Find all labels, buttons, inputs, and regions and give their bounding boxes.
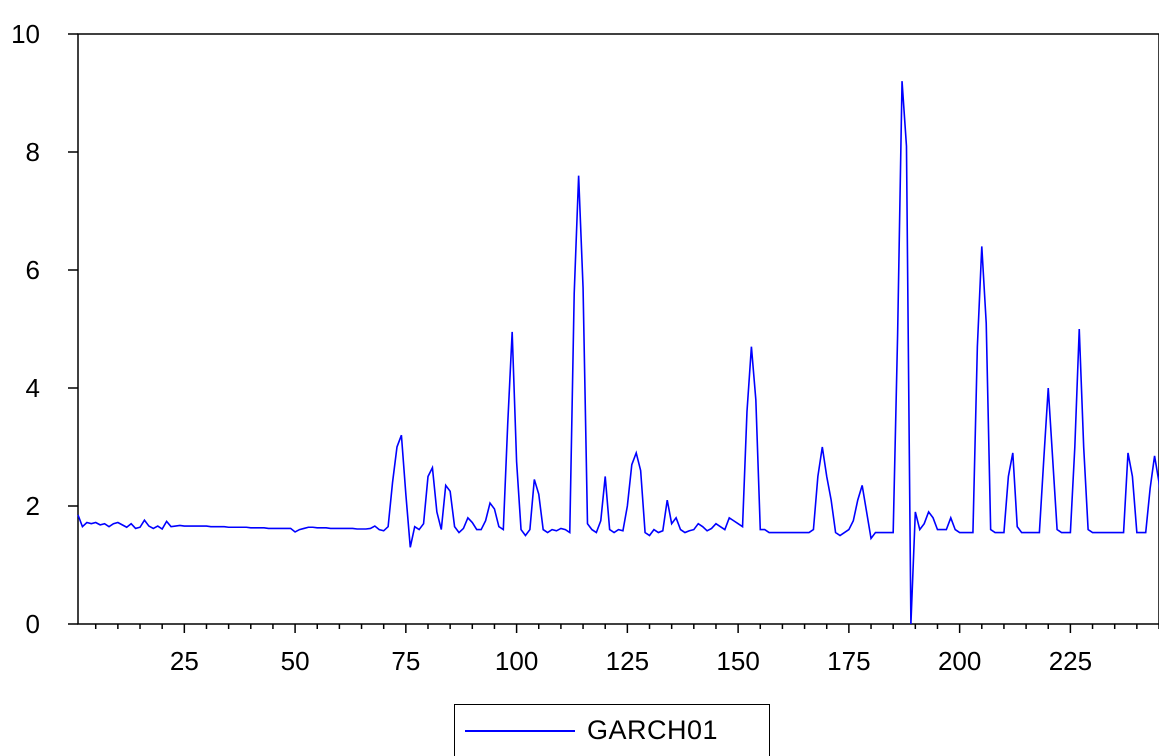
x-tick-label-225: 225 bbox=[1049, 646, 1092, 676]
series-layer bbox=[77, 81, 1159, 625]
legend: GARCH01 bbox=[454, 704, 770, 756]
series-line-garch01 bbox=[77, 81, 1159, 625]
y-tick-label-6: 6 bbox=[26, 255, 40, 285]
x-tick-label-150: 150 bbox=[716, 646, 759, 676]
x-tick-label-200: 200 bbox=[938, 646, 981, 676]
x-tick-label-25: 25 bbox=[170, 646, 199, 676]
x-axis-ticks: 25 50 75 100 125 150 175 200 225 bbox=[94, 624, 1159, 676]
x-tick-label-50: 50 bbox=[281, 646, 310, 676]
chart-plot: 0 2 4 6 8 10 25 50 75 100 125 150 175 200 225 bbox=[11, 19, 1159, 676]
y-tick-label-8: 8 bbox=[26, 137, 40, 167]
axes bbox=[77, 33, 1159, 625]
x-tick-label-125: 125 bbox=[606, 646, 649, 676]
y-tick-label-10: 10 bbox=[11, 19, 40, 49]
y-tick-label-4: 4 bbox=[26, 373, 40, 403]
y-tick-label-0: 0 bbox=[26, 609, 40, 639]
legend-swatch-garch01 bbox=[465, 729, 575, 732]
y-tick-label-2: 2 bbox=[26, 491, 40, 521]
legend-label-garch01: GARCH01 bbox=[587, 715, 719, 745]
y-axis-ticks: 0 2 4 6 8 10 bbox=[11, 19, 78, 639]
plot-frame bbox=[77, 33, 1159, 625]
x-tick-label-175: 175 bbox=[827, 646, 870, 676]
x-tick-label-75: 75 bbox=[391, 646, 420, 676]
x-tick-label-100: 100 bbox=[495, 646, 538, 676]
